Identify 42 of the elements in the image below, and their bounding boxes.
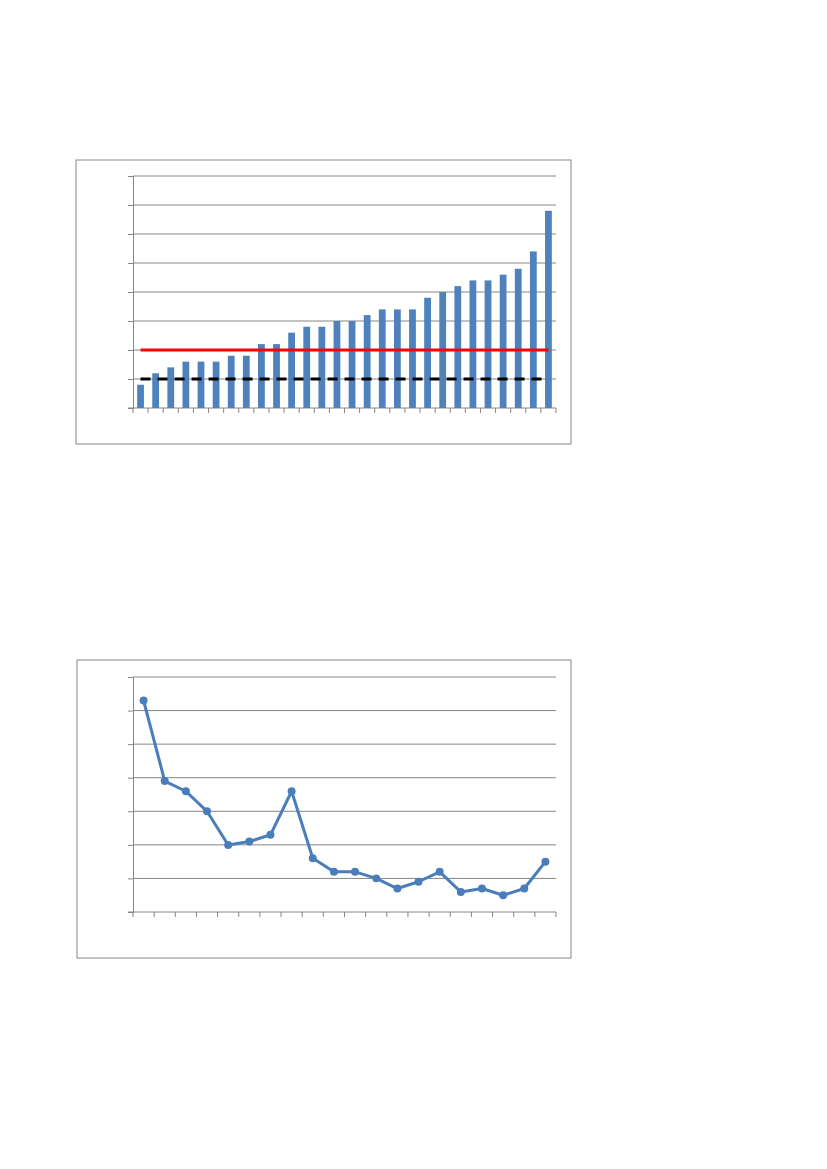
bar	[393, 309, 401, 408]
bar	[424, 297, 431, 408]
point	[372, 874, 381, 883]
point	[541, 857, 550, 866]
point	[329, 867, 338, 876]
point	[414, 877, 423, 886]
point	[351, 867, 360, 876]
bar	[529, 251, 537, 408]
bar	[545, 210, 552, 408]
point	[224, 840, 233, 849]
bar	[242, 355, 250, 408]
point	[456, 887, 465, 896]
bar	[273, 344, 280, 408]
point	[477, 884, 486, 893]
point	[203, 807, 212, 816]
bar	[378, 309, 386, 408]
point	[435, 867, 444, 876]
point	[181, 787, 190, 796]
point	[520, 884, 529, 893]
bar	[167, 367, 175, 408]
point	[245, 837, 254, 846]
bar	[318, 326, 326, 408]
point	[160, 777, 169, 786]
point	[266, 830, 275, 839]
point	[139, 696, 148, 705]
bar	[409, 309, 416, 408]
point	[287, 787, 296, 796]
bar	[137, 384, 144, 408]
bar	[227, 355, 235, 408]
point	[499, 891, 508, 900]
bar	[454, 286, 462, 408]
point	[393, 884, 402, 893]
bar	[182, 361, 190, 408]
bar	[303, 326, 311, 408]
bar	[288, 332, 296, 408]
bar	[439, 292, 447, 408]
bar	[499, 274, 507, 408]
bar	[258, 344, 265, 408]
point	[308, 854, 317, 863]
bar	[152, 373, 160, 408]
bar	[363, 315, 371, 408]
bar	[514, 268, 522, 408]
